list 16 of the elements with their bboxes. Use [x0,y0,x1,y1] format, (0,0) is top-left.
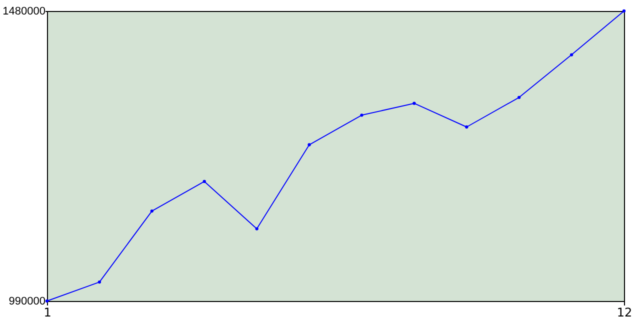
point [412,102,416,105]
line-series [45,9,626,303]
point [570,53,574,56]
point [465,125,468,129]
point [202,180,206,184]
point [308,143,311,146]
y-tick-label: 990000 [8,296,46,308]
x-tick-label: 1 [44,306,52,320]
point [360,114,364,117]
point [518,96,521,99]
point [150,209,154,213]
point [98,280,102,284]
point [622,9,626,13]
y-tick-label: 1480000 [2,6,46,18]
point [255,227,258,230]
x-tick-label: 12 [616,306,632,320]
